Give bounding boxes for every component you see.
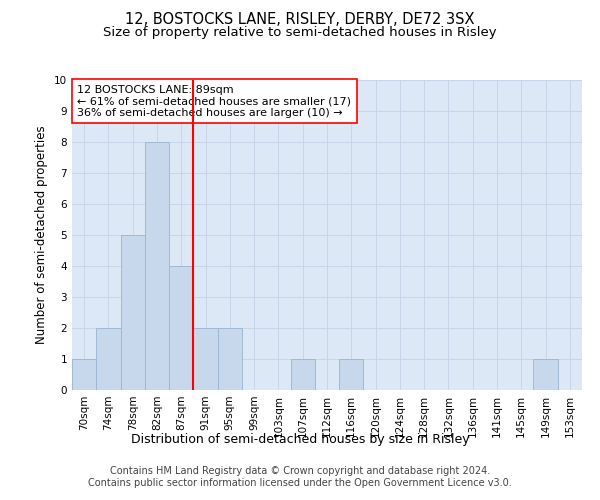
Bar [339, 359, 364, 390]
Text: Size of property relative to semi-detached houses in Risley: Size of property relative to semi-detach… [103, 26, 497, 39]
Bar [72, 359, 96, 390]
Bar [290, 359, 315, 390]
Bar [193, 328, 218, 390]
Text: 12 BOSTOCKS LANE: 89sqm
← 61% of semi-detached houses are smaller (17)
36% of se: 12 BOSTOCKS LANE: 89sqm ← 61% of semi-de… [77, 84, 351, 118]
Bar [145, 142, 169, 390]
Y-axis label: Number of semi-detached properties: Number of semi-detached properties [35, 126, 49, 344]
Bar [169, 266, 193, 390]
Text: Distribution of semi-detached houses by size in Risley: Distribution of semi-detached houses by … [131, 434, 469, 446]
Text: Contains HM Land Registry data © Crown copyright and database right 2024.
Contai: Contains HM Land Registry data © Crown c… [88, 466, 512, 487]
Bar [218, 328, 242, 390]
Bar [96, 328, 121, 390]
Bar [533, 359, 558, 390]
Text: 12, BOSTOCKS LANE, RISLEY, DERBY, DE72 3SX: 12, BOSTOCKS LANE, RISLEY, DERBY, DE72 3… [125, 12, 475, 28]
Bar [121, 235, 145, 390]
